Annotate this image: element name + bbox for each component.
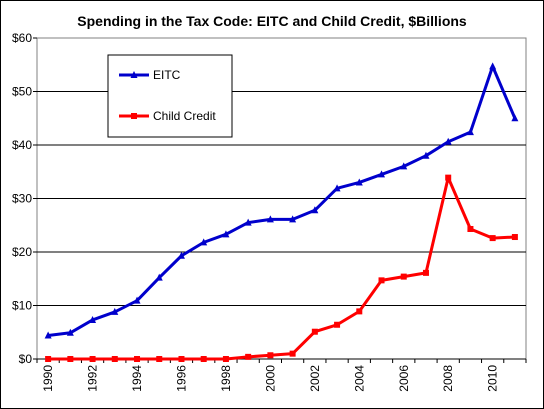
- x-tick-label: 1992: [86, 365, 100, 392]
- eitc-point: [66, 328, 74, 336]
- eitc-point: [130, 71, 138, 78]
- eitc-point: [89, 315, 97, 323]
- y-tick-label: $0: [19, 352, 33, 366]
- legend-item-child-credit: Child Credit: [119, 109, 216, 123]
- child-credit-point: [178, 356, 185, 362]
- child-credit-point: [289, 350, 296, 357]
- x-tick-label: 1998: [219, 365, 233, 392]
- x-tick-label: 2006: [397, 365, 411, 392]
- chart-title: Spending in the Tax Code: EITC and Child…: [77, 13, 467, 29]
- child-credit-point: [131, 113, 137, 119]
- x-tick-label: 1994: [130, 365, 144, 392]
- y-tick-label: $10: [12, 299, 32, 313]
- eitc-point: [378, 170, 386, 178]
- legend-box: [107, 54, 233, 138]
- y-tick-label: $20: [12, 245, 32, 259]
- child-credit-point: [89, 356, 96, 362]
- child-credit-line: [48, 176, 515, 361]
- child-credit-point: [445, 174, 452, 181]
- child-credit-point: [67, 356, 74, 362]
- eitc-point: [333, 184, 341, 192]
- child-credit-point: [156, 356, 163, 362]
- eitc-point: [489, 62, 497, 70]
- eitc-series: [44, 62, 519, 339]
- child-credit-point: [245, 353, 252, 360]
- x-tick-label: 2000: [263, 365, 277, 392]
- x-tick-label: 1996: [174, 365, 188, 392]
- eitc-point: [200, 238, 208, 246]
- child-credit-point: [489, 235, 496, 242]
- child-credit-point: [111, 356, 118, 362]
- y-tick-label: $60: [12, 31, 32, 45]
- x-tick-label: 2002: [308, 365, 322, 392]
- eitc-point: [44, 331, 52, 339]
- eitc-point: [133, 296, 141, 304]
- x-tick-label: 2004: [352, 365, 366, 392]
- y-tick-label: $30: [12, 192, 32, 206]
- eitc-point: [444, 137, 452, 145]
- eitc-point: [266, 215, 274, 223]
- x-tick-label: 1990: [41, 365, 55, 392]
- child-credit-point: [267, 352, 274, 359]
- child-credit-point: [334, 321, 341, 328]
- eitc-point: [355, 178, 363, 186]
- eitc-point: [111, 307, 119, 315]
- child-credit-point: [422, 269, 429, 276]
- child-credit-point: [200, 356, 207, 362]
- eitc-point: [311, 206, 319, 214]
- child-credit-point: [311, 328, 318, 335]
- x-tick-label: 2008: [441, 365, 455, 392]
- y-tick-label: $50: [12, 85, 32, 99]
- eitc-point: [155, 273, 163, 281]
- child-credit-point: [400, 273, 407, 280]
- eitc-point: [422, 151, 430, 159]
- child-credit-point: [511, 234, 518, 241]
- x-axis-ticks: 1990 1992 1994 1996 1998 2000 2002 2004 2006 2008…: [36, 358, 527, 392]
- child-credit-series: [45, 174, 518, 362]
- eitc-point: [244, 218, 252, 226]
- child-credit-point: [378, 277, 385, 284]
- eitc-line: [47, 64, 517, 337]
- y-axis-ticks: $0 $10 $20 $30 $40 $50 $60: [12, 31, 37, 366]
- legend-label: EITC: [153, 68, 181, 82]
- child-credit-point: [134, 356, 141, 362]
- eitc-point: [177, 251, 185, 259]
- x-tick-label: 2010: [486, 365, 500, 392]
- child-credit-point: [356, 308, 363, 315]
- child-credit-point: [222, 356, 229, 362]
- legend-label: Child Credit: [153, 109, 216, 123]
- eitc-point: [511, 114, 519, 122]
- eitc-point: [400, 162, 408, 170]
- y-tick-label: $40: [12, 138, 32, 152]
- eitc-point: [289, 215, 297, 223]
- series-layer: [44, 62, 519, 362]
- child-credit-point: [45, 356, 52, 362]
- legend-item-eitc: EITC: [119, 68, 181, 82]
- child-credit-point: [467, 225, 474, 232]
- eitc-point: [466, 128, 474, 136]
- legend: EITC Child Credit: [107, 54, 233, 138]
- eitc-point: [222, 230, 230, 238]
